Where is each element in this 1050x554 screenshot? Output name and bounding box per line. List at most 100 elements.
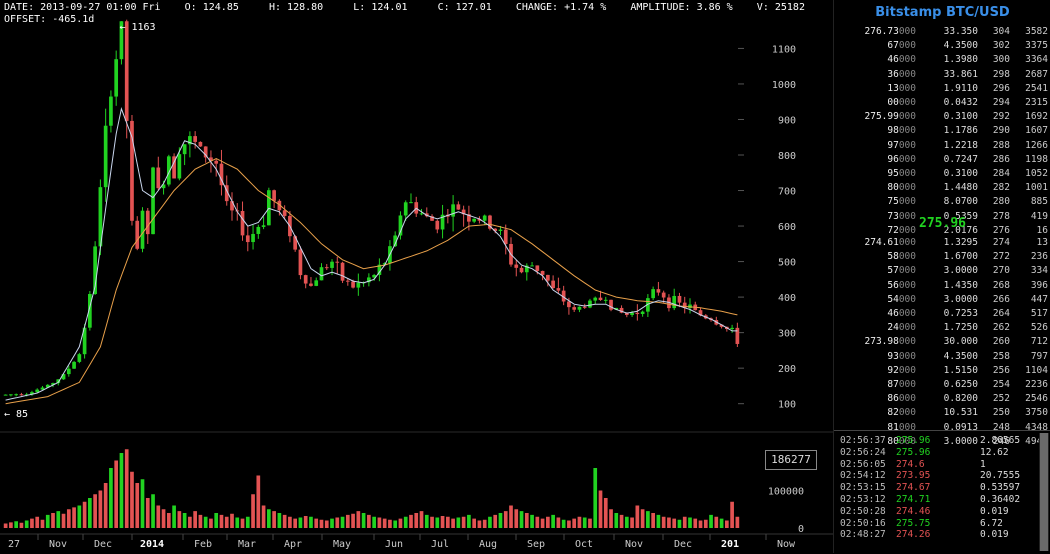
order-book-row[interactable]: 46000 0.7253 264 517 (834, 307, 1050, 321)
volume-bar (88, 498, 92, 528)
order-book-row[interactable]: 87000 0.6250 254 2236 (834, 378, 1050, 392)
volume-bar (19, 522, 24, 528)
trade-history-scrollbar[interactable] (1039, 433, 1049, 551)
order-count: 286 (992, 153, 1010, 165)
order-count: 294 (992, 97, 1010, 108)
order-count: 280 (992, 196, 1010, 208)
order-price: 95000 (887, 168, 916, 179)
order-book-row[interactable]: 97000 1.2218 288 1266 (834, 139, 1050, 153)
order-volume: 1.1786 (943, 125, 978, 137)
order-count: 254 (992, 379, 1010, 390)
candle-body (219, 163, 224, 186)
ohlc-info-line: DATE: 2013-09-27 01:00 Fri O: 124.85 H: … (4, 2, 805, 13)
candle-body (119, 21, 124, 60)
volume-bar (30, 518, 34, 528)
order-volume: 4.3500 (943, 40, 978, 52)
order-book-row[interactable]: 75000 8.0700 280 885 (834, 195, 1050, 209)
order-book-row[interactable]: 274.61000 1.3295 274 13 (834, 236, 1050, 250)
volume-bar (114, 460, 119, 528)
scrollbar-thumb[interactable] (1040, 433, 1048, 551)
volume-bar (14, 521, 19, 528)
volume-tick-label: 100000 (768, 487, 804, 498)
exchange-title: Bitstamp BTC/USD (875, 5, 1010, 20)
candle-body (561, 290, 566, 302)
volume-bar (424, 514, 429, 528)
volume-bar (498, 513, 503, 528)
order-book-row[interactable]: 81000 0.0913 248 4348 (834, 421, 1050, 435)
candle-body (35, 389, 40, 393)
order-book-row[interactable]: 67000 4.3500 302 3375 (834, 39, 1050, 53)
order-book-row[interactable]: 93000 4.3500 258 797 (834, 350, 1050, 364)
candle-body (209, 157, 213, 161)
order-book-row[interactable]: 73000 0.5359 278 419 (834, 210, 1050, 224)
candle-body (461, 209, 466, 215)
order-book-row[interactable]: 46000 1.3980 300 3364 (834, 53, 1050, 67)
order-price: 273.98000 (864, 336, 917, 348)
volume-bar (77, 505, 82, 528)
time-axis-label: Dec (674, 539, 692, 550)
order-book-row[interactable]: 92000 1.5150 256 1104 (834, 364, 1050, 378)
candle-body (82, 327, 87, 355)
volume-bar (398, 518, 403, 528)
volume-bar (230, 513, 234, 528)
order-book-row[interactable]: 273.98000 30.000 260 712 (834, 335, 1050, 349)
candle-body (203, 146, 208, 158)
order-book-row[interactable]: 275.99000 0.3100 292 1692 (834, 110, 1050, 124)
order-book-row[interactable]: 58000 1.6700 272 236 (834, 250, 1050, 264)
order-book-row[interactable]: 96000 0.7247 286 1198 (834, 153, 1050, 167)
order-book-row[interactable]: 57000 3.0000 270 334 (834, 264, 1050, 278)
order-book-row[interactable]: 80000 1.4480 282 1001 (834, 181, 1050, 195)
order-volume: 3.0000 (943, 293, 978, 305)
candle-body (435, 220, 440, 230)
order-volume: 0.8200 (943, 393, 978, 405)
volume-bar (430, 516, 434, 528)
volume-bar (182, 513, 187, 528)
trade-time: 02:56:05 (840, 458, 886, 470)
order-book-row[interactable]: 72000 2.0176 276 16 (834, 224, 1050, 238)
candle-body (598, 297, 603, 301)
trade-row: 02:54:12 273.95 20.7555 (834, 470, 1050, 481)
candle-body (719, 324, 724, 327)
order-volume: 0.0913 (943, 421, 978, 433)
volume-bar (261, 505, 266, 528)
order-price: 75000 (887, 196, 916, 208)
order-book-row[interactable]: 82000 10.531 250 3750 (834, 406, 1050, 420)
time-axis-label: Oct (575, 539, 593, 550)
volume-bar (256, 475, 261, 528)
candle-body (661, 292, 666, 298)
order-book-row[interactable]: 98000 1.1786 290 1607 (834, 124, 1050, 138)
trade-row: 02:56:37 275.96 2.86565 (834, 435, 1050, 446)
order-book-row[interactable]: 276.73000 33.350 304 3582 (834, 25, 1050, 39)
candle-body (614, 307, 619, 310)
order-book-row[interactable]: 24000 1.7250 262 526 (834, 321, 1050, 335)
order-book-row[interactable]: 80000 3.0000 246 4941 (834, 435, 1050, 449)
order-book-row[interactable]: 36000 33.861 298 2687 (834, 68, 1050, 82)
order-volume: 1.4350 (943, 279, 978, 291)
order-count: 296 (992, 82, 1010, 94)
volume-bar (646, 511, 650, 528)
order-book-row[interactable]: 54000 3.0000 266 447 (834, 293, 1050, 307)
candle-body (382, 263, 387, 265)
candle-body (193, 136, 197, 142)
trade-price: 274.67 (896, 482, 931, 494)
volume-tick-label: 0 (798, 524, 804, 535)
low-value: 124.01 (371, 2, 408, 13)
price-chart[interactable]: 100 200 300 400 500 600 700 800 900 1000 1100 0 1000… (0, 0, 833, 553)
order-book-row[interactable]: 86000 0.8200 252 2546 (834, 392, 1050, 406)
trade-history[interactable]: 02:56:37 275.96 2.86565 02:56:24 275.96 12.62… (834, 430, 1050, 554)
volume-bar (509, 505, 513, 528)
price-tick-label: 700 (778, 187, 796, 198)
candle-body (672, 295, 677, 309)
volume-bar (519, 511, 524, 528)
order-book-row[interactable]: 56000 1.4350 268 396 (834, 279, 1050, 293)
candle-body (166, 156, 171, 185)
candle-body (145, 210, 150, 235)
trade-row: 02:50:28 274.46 0.019 (834, 506, 1050, 517)
order-total: 1198 (1025, 153, 1048, 165)
order-book-row[interactable]: 95000 0.3100 284 1052 (834, 167, 1050, 181)
order-price: 80000 (887, 182, 916, 194)
price-chart-panel[interactable]: 100 200 300 400 500 600 700 800 900 1000 1100 0 1000… (0, 0, 833, 553)
order-book-row[interactable]: 00000 0.0432 294 2315 (834, 96, 1050, 110)
volume-bar (377, 517, 382, 528)
order-book-row[interactable]: 13000 1.9110 296 2541 (834, 82, 1050, 96)
